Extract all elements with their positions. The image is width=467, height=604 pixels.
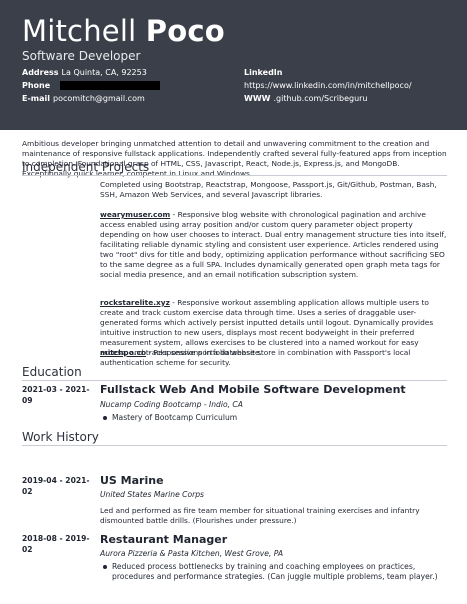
email-value[interactable]: pocomitch@gmail.com [53,94,145,103]
work-dates: 2018-08 - 2019-02 [22,534,90,554]
project-link[interactable]: wearymuser.com [100,210,171,219]
project-description: - Responsive portfolio website. [148,348,262,357]
address-value: La Quinta, CA, 92253 [61,68,147,77]
work-description: Led and performed as fire team member fo… [100,506,420,525]
project-description: - Responsive blog website with chronolog… [100,210,447,279]
address-label: Address [22,68,59,77]
list-item: Mastery of Bootcamp Curriculum [103,413,459,423]
redacted-phone [60,81,161,90]
last-name: Poco [145,14,225,48]
resume-header: Mitchell Poco Software Developer Address… [0,0,467,130]
education-school: Nucamp Coding Bootcamp - Indio, CA [100,400,243,409]
work-bullets: Reduced process bottlenecks by training … [100,562,459,582]
first-name: Mitchell [22,14,137,48]
list-item: Reduced process bottlenecks by training … [103,562,459,582]
work-employer: United States Marine Corps [100,490,205,499]
contact-details: Address La Quinta, CA, 92253 Phone E-mail… [22,66,161,105]
education-bullets: Mastery of Bootcamp Curriculum [100,413,459,423]
education-heading: Education [22,365,447,381]
education-title: Fullstack Web And Mobile Software Develo… [100,383,406,396]
www-link[interactable]: .github.com/Scribeguru [273,94,368,103]
www-label: WWW [244,94,271,103]
projects-intro: Completed using Bootstrap, Reactstrap, M… [100,180,437,199]
work-history-heading: Work History [22,430,447,446]
project-item: wearymuser.com - Responsive blog website… [100,210,447,280]
linkedin-link[interactable]: https://www.linkedin.com/in/mitchellpoco… [244,81,412,90]
phone-label: Phone [22,81,51,90]
projects-heading: Independent Projects [22,160,447,176]
web-links: LinkedIn https://www.linkedin.com/in/mit… [244,66,412,105]
linkedin-label: LinkedIn [244,68,283,77]
project-item: mitchpo.co - Responsive portfolio websit… [100,348,447,358]
project-link[interactable]: rockstarelite.xyz [100,298,170,307]
project-link[interactable]: mitchpo.co [100,348,147,357]
job-title: Software Developer [22,49,141,63]
work-dates: 2019-04 - 2021-02 [22,476,90,496]
email-label: E-mail [22,94,51,103]
project-description: - Responsive workout assembling applicat… [100,298,434,367]
professional-summary: Ambitious developer bringing unmatched a… [22,139,447,178]
candidate-name: Mitchell Poco [22,14,225,48]
project-item: rockstarelite.xyz - Responsive workout a… [100,298,447,368]
education-dates: 2021-03 - 2021-09 [22,385,90,405]
work-title: US Marine [100,474,164,487]
work-employer: Aurora Pizzeria & Pasta Kitchen, West Gr… [100,549,284,558]
work-title: Restaurant Manager [100,533,228,546]
